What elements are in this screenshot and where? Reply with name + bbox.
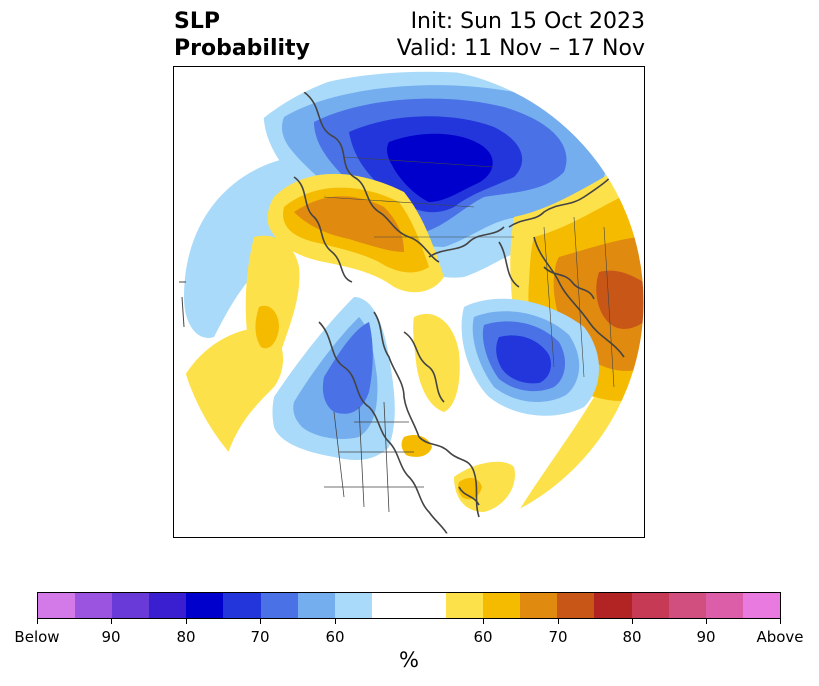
tick-label-above-90: 90 xyxy=(696,628,716,646)
colorbar-above-75 xyxy=(557,593,595,618)
map-svg xyxy=(174,67,644,537)
colorbar-below-70 xyxy=(260,593,298,618)
tick-mark xyxy=(37,619,38,624)
tick-label-above-80: 80 xyxy=(622,628,642,646)
colorbar-above-65 xyxy=(483,593,521,618)
tick-mark xyxy=(706,619,707,624)
tick-label-below: Below xyxy=(14,628,60,646)
colorbar-below-65 xyxy=(297,593,335,618)
tick-mark xyxy=(260,619,261,624)
tick-label-above-60: 60 xyxy=(473,628,493,646)
valid-range: Valid: 11 Nov – 17 Nov xyxy=(396,36,645,61)
tick-mark xyxy=(335,619,336,624)
colorbar-unit-label: % xyxy=(399,648,419,672)
colorbar-below-85 xyxy=(149,593,187,618)
colorbar xyxy=(37,592,781,619)
title-left: SLP Probability xyxy=(174,8,310,62)
tick-label-below-60: 60 xyxy=(325,628,345,646)
colorbar-above-90 xyxy=(668,593,706,618)
init-date: Init: Sun 15 Oct 2023 xyxy=(410,9,645,34)
above-65-west xyxy=(255,305,279,349)
tick-mark xyxy=(186,619,187,624)
above-60-hudson xyxy=(413,313,460,412)
colorbar-above-95 xyxy=(705,593,743,618)
title-subtitle: Probability xyxy=(174,36,310,61)
tick-label-above: Above xyxy=(756,628,804,646)
tick-label-below-90: 90 xyxy=(101,628,121,646)
probability-map xyxy=(173,66,645,538)
colorbar-neutral xyxy=(371,593,447,618)
tick-mark xyxy=(632,619,633,624)
tick-mark xyxy=(558,619,559,624)
below-75-atlantic xyxy=(496,335,551,384)
tick-label-below-80: 80 xyxy=(176,628,196,646)
below-70-namerica xyxy=(322,322,373,414)
above-60-atlantic-east xyxy=(454,461,515,512)
above-65-east-low xyxy=(603,439,644,509)
colorbar-above-80 xyxy=(594,593,632,618)
colorbar-below-90 xyxy=(112,593,150,618)
tick-mark xyxy=(483,619,484,624)
title-right: Init: Sun 15 Oct 2023 Valid: 11 Nov – 17… xyxy=(397,8,645,62)
colorbar-above-70 xyxy=(520,593,558,618)
colorbar-below-95 xyxy=(75,593,113,618)
below-80 xyxy=(387,133,493,202)
tick-mark xyxy=(111,619,112,624)
colorbar-above-85 xyxy=(631,593,669,618)
colorbar-above-100 xyxy=(742,593,780,618)
coastlines xyxy=(179,91,625,537)
colorbar-below-80 xyxy=(186,593,224,618)
title-variable: SLP xyxy=(174,9,220,34)
tick-mark xyxy=(780,619,781,624)
tick-label-below-70: 70 xyxy=(250,628,270,646)
tick-label-above-70: 70 xyxy=(548,628,568,646)
colorbar-below-75 xyxy=(223,593,261,618)
above-75-east xyxy=(596,270,644,329)
colorbar-below-60 xyxy=(334,593,372,618)
colorbar-above-60 xyxy=(446,593,484,618)
colorbar-below-100 xyxy=(38,593,76,618)
